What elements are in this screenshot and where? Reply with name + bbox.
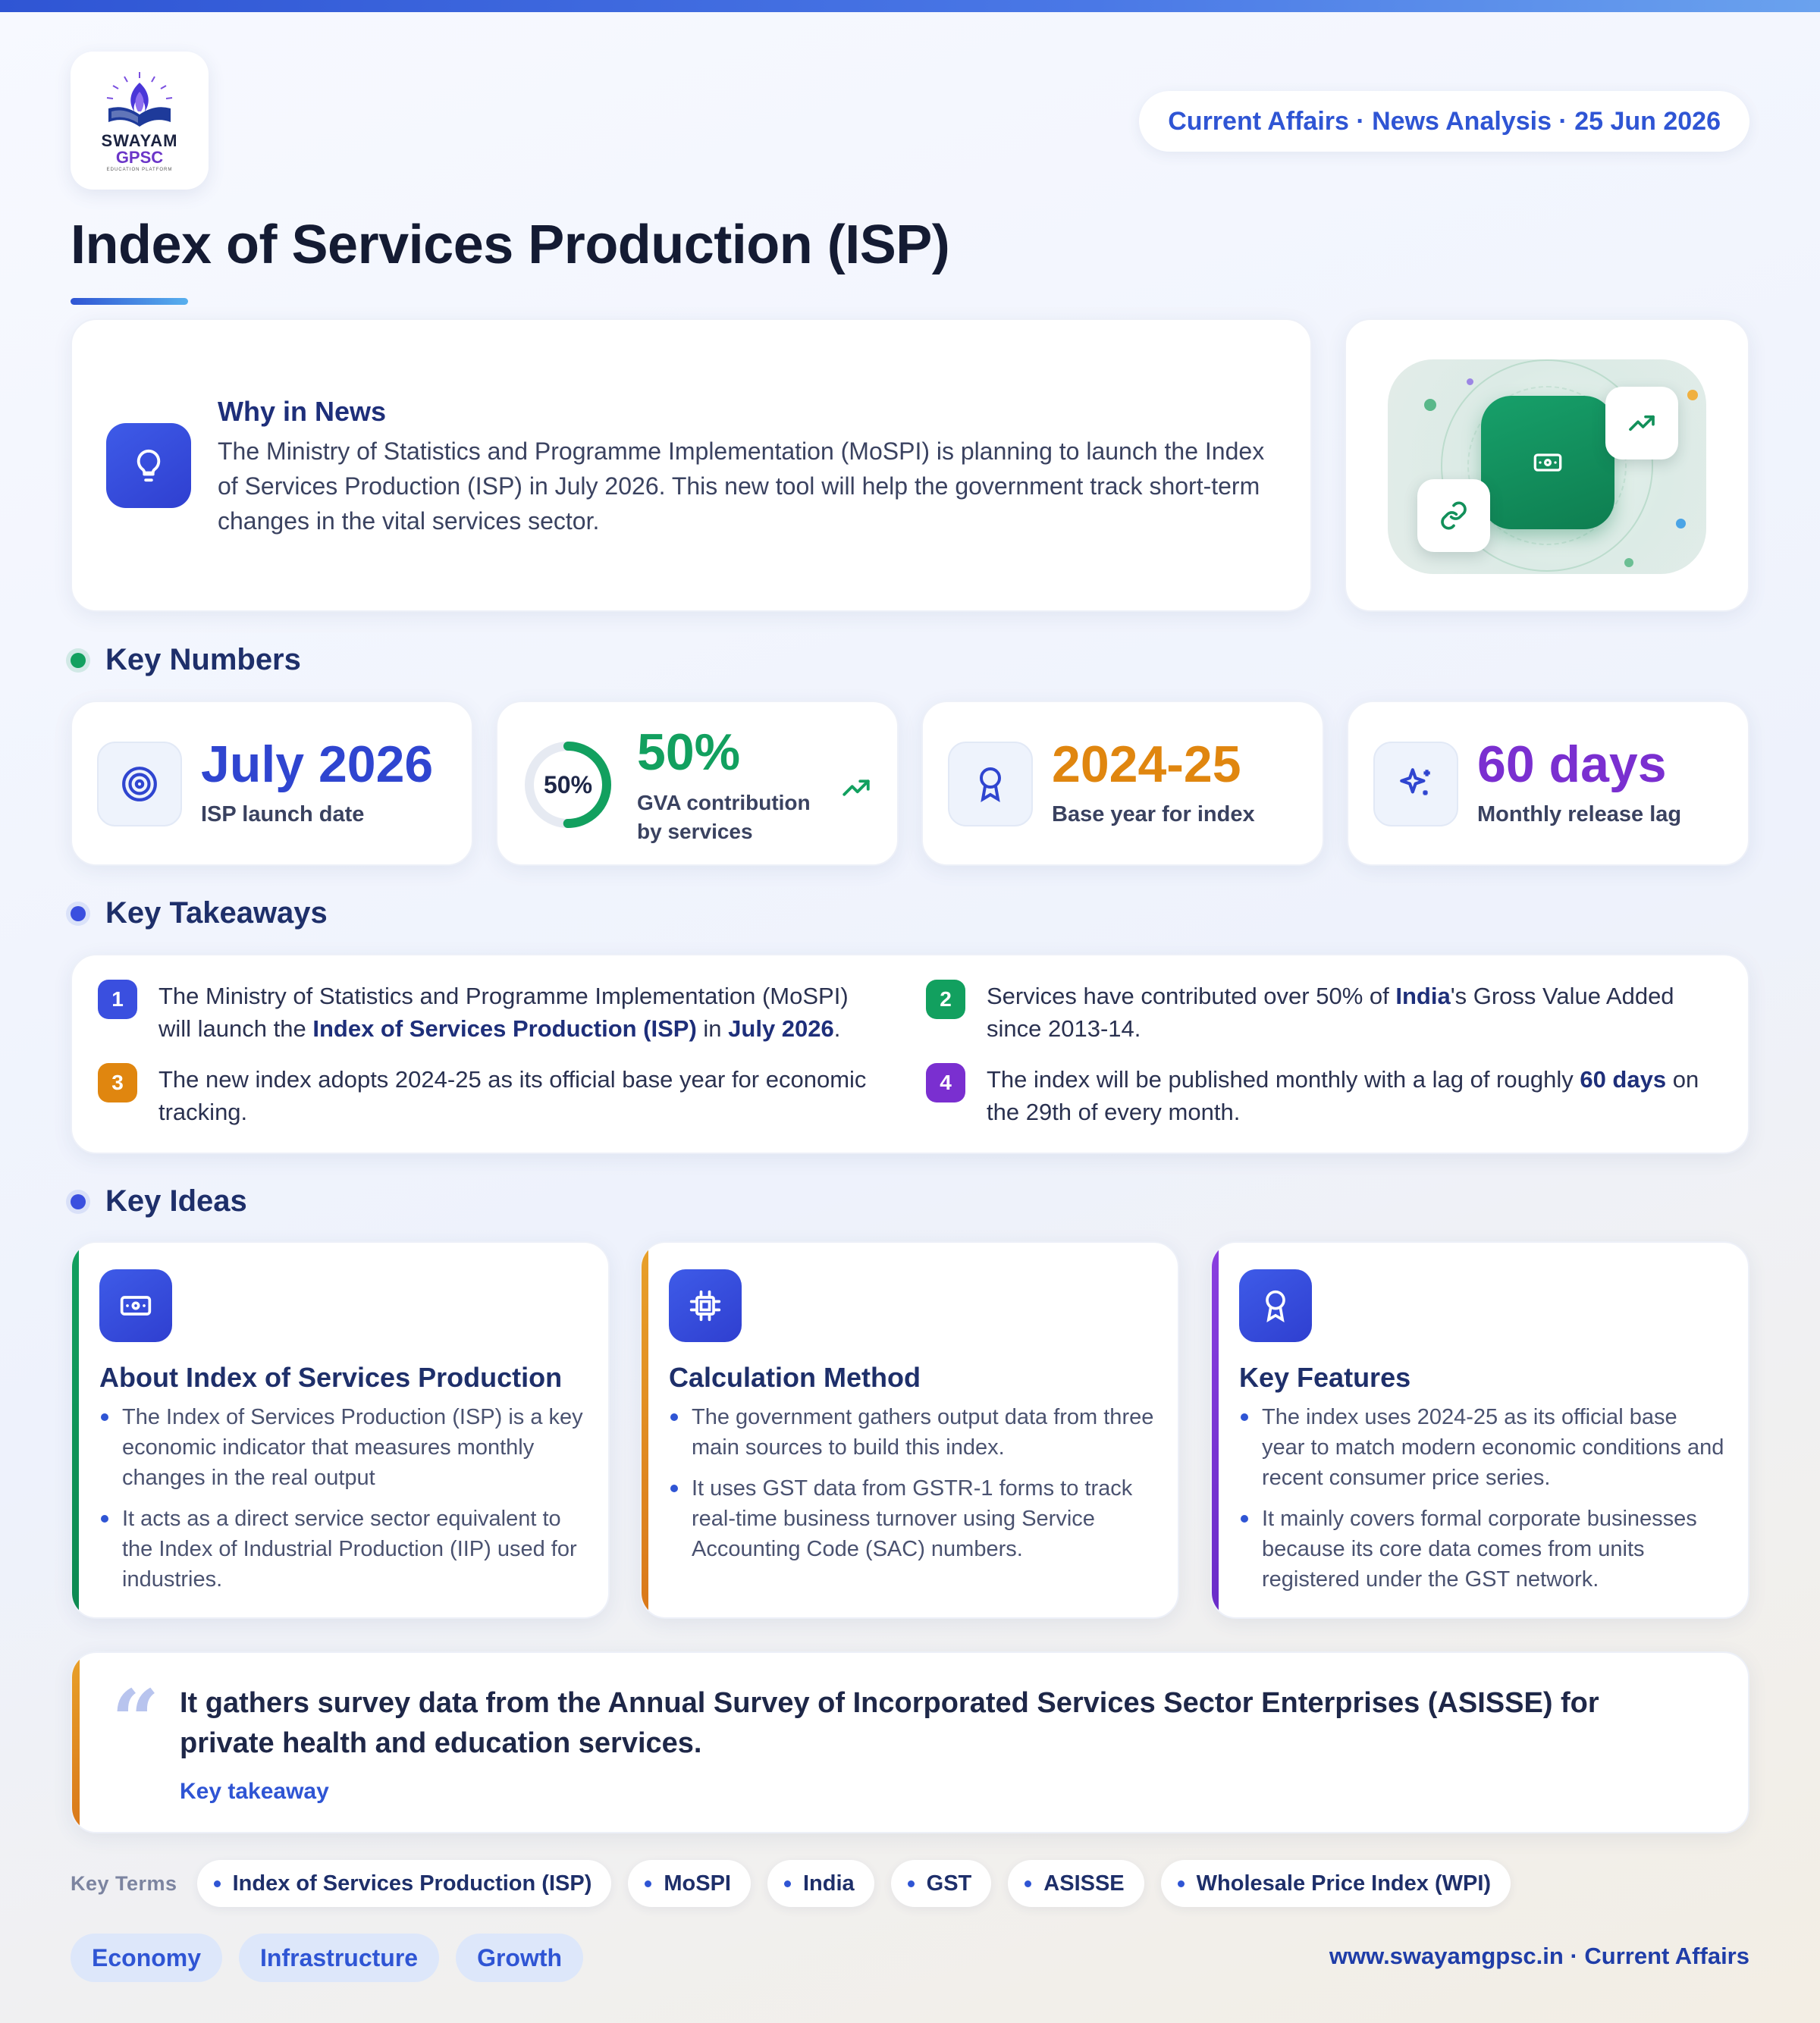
banknote-icon (1533, 453, 1562, 472)
logo-wordmark: SWAYAM (101, 131, 178, 150)
takeaway-text: The index will be published monthly with… (987, 1066, 1699, 1125)
quote-card: “ It gathers survey data from the Annual… (71, 1651, 1749, 1833)
top-accent-bar (0, 0, 1820, 12)
stat-label: Monthly release lag (1477, 802, 1682, 826)
takeaway-item: 1 The Ministry of Statistics and Program… (98, 980, 871, 1045)
takeaway-text: The Ministry of Statistics and Programme… (158, 983, 849, 1042)
number-badge: 4 (926, 1063, 965, 1102)
brand-logo[interactable]: SWAYAM GPSC EDUCATION PLATFORM (71, 52, 209, 190)
term-chip[interactable]: ASISSE (1008, 1860, 1144, 1907)
idea-card-features: Key Features The index uses 2024-25 as i… (1210, 1241, 1749, 1619)
stat-value: 60 days (1477, 735, 1667, 793)
idea-point: The Index of Services Production (ISP) i… (99, 1402, 585, 1493)
idea-point: It acts as a direct service sector equiv… (99, 1504, 585, 1595)
link-icon (1441, 501, 1467, 530)
award-icon (948, 742, 1033, 826)
idea-point: It uses GST data from GSTR-1 forms to tr… (669, 1473, 1154, 1564)
trend-up-icon (1629, 415, 1655, 431)
trend-up-icon (843, 779, 870, 796)
key-takeaways-heading: Key Takeaways (71, 896, 328, 930)
illustration-card (1345, 318, 1749, 612)
stat-card-release-lag: 60 days Monthly release lag (1347, 701, 1749, 866)
number-badge: 2 (926, 980, 965, 1019)
tag-chip-economy[interactable]: Economy (71, 1934, 223, 1982)
number-badge: 3 (98, 1063, 137, 1102)
term-chip[interactable]: Index of Services Production (ISP) (196, 1860, 612, 1907)
stat-label: ISP launch date (201, 802, 365, 826)
book-flame-logo-icon (106, 72, 173, 127)
footer-url-link[interactable]: www.swayamgpsc.in · Current Affairs (1329, 1943, 1749, 1969)
takeaway-item: 2 Services have contributed over 50% of … (926, 980, 1699, 1045)
quote-mark-icon: “ (111, 1671, 160, 1769)
number-badge: 1 (98, 980, 137, 1019)
stat-card-launch-date: July 2026 ISP launch date (71, 701, 473, 866)
title-underline (71, 298, 188, 305)
idea-title: Calculation Method (669, 1362, 921, 1393)
lightbulb-icon (106, 423, 191, 508)
stat-label: Base year for index (1052, 802, 1255, 826)
stat-card-base-year: 2024-25 Base year for index (921, 701, 1324, 866)
term-chip[interactable]: GST (890, 1860, 992, 1907)
stat-value: 2024-25 (1052, 735, 1241, 793)
stat-value: 50% (637, 723, 741, 781)
tag-chip-infrastructure[interactable]: Infrastructure (239, 1934, 440, 1982)
idea-points: The index uses 2024-25 as its official b… (1239, 1402, 1724, 1605)
logo-tagline: EDUCATION PLATFORM (106, 168, 173, 172)
award-icon (1239, 1269, 1312, 1342)
idea-title: About Index of Services Production (99, 1362, 563, 1393)
takeaway-item: 3 The new index adopts 2024-25 as its of… (98, 1063, 871, 1128)
term-chip[interactable]: Wholesale Price Index (WPI) (1160, 1860, 1511, 1907)
takeaway-text: Services have contributed over 50% of In… (987, 983, 1674, 1042)
idea-point: The index uses 2024-25 as its official b… (1239, 1402, 1724, 1493)
quote-label: Key takeaway (180, 1779, 329, 1804)
idea-points: The Index of Services Production (ISP) i… (99, 1402, 585, 1605)
key-terms-row: Key Terms Index of Services Production (… (71, 1860, 1527, 1907)
logo-subword: GPSC (115, 148, 164, 167)
takeaway-text: The new index adopts 2024-25 as its offi… (158, 1066, 867, 1125)
cpu-icon (669, 1269, 742, 1342)
takeaway-item: 4 The index will be published monthly wi… (926, 1063, 1699, 1128)
key-terms-label: Key Terms (71, 1871, 177, 1895)
sparkles-icon (1373, 742, 1458, 826)
key-numbers-heading: Key Numbers (71, 643, 301, 677)
why-in-news-text: The Ministry of Statistics and Programme… (218, 438, 1265, 535)
banknote-tile (1481, 396, 1614, 529)
link-tile (1417, 479, 1490, 552)
why-in-news-heading: Why in News (218, 396, 387, 427)
idea-card-about: About Index of Services Production The I… (71, 1241, 610, 1619)
stat-value: July 2026 (201, 735, 434, 793)
category-tags: Economy Infrastructure Growth (71, 1934, 600, 1982)
key-takeaways-card: 1 The Ministry of Statistics and Program… (71, 954, 1749, 1154)
progress-ring (525, 742, 611, 828)
trend-tile (1605, 387, 1678, 459)
term-chip[interactable]: MoSPI (628, 1860, 751, 1907)
idea-point: The government gathers output data from … (669, 1402, 1154, 1463)
idea-title: Key Features (1239, 1362, 1411, 1393)
key-ideas-heading: Key Ideas (71, 1184, 247, 1219)
idea-card-calculation: Calculation Method The government gather… (640, 1241, 1179, 1619)
quote-text: It gathers survey data from the Annual S… (180, 1687, 1599, 1759)
idea-point: It mainly covers formal corporate busine… (1239, 1504, 1724, 1595)
progress-ring-label: 50% (543, 770, 593, 798)
term-chip[interactable]: India (767, 1860, 874, 1907)
stat-card-gva: 50% 50% GVA contribution by services (496, 701, 899, 866)
tag-chip-growth[interactable]: Growth (456, 1934, 584, 1982)
idea-points: The government gathers output data from … (669, 1402, 1154, 1575)
page-title: Index of Services Production (ISP) (71, 215, 950, 275)
date-pill: Current Affairs · News Analysis · 25 Jun… (1139, 91, 1749, 152)
target-icon (97, 742, 182, 826)
banknote-icon (99, 1269, 172, 1342)
stat-label: GVA contribution by services (637, 791, 811, 843)
why-in-news-card: Why in News The Ministry of Statistics a… (71, 318, 1312, 612)
